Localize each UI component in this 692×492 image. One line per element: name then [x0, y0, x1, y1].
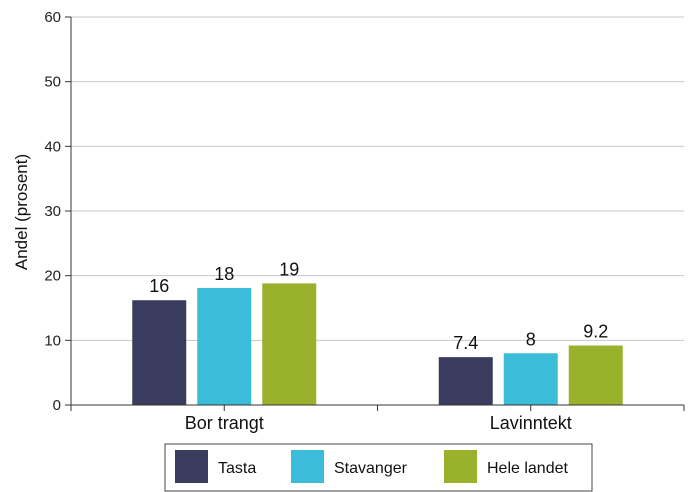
gridlines	[71, 16, 684, 341]
data-label: 9.2	[583, 322, 608, 342]
legend-label: Tasta	[218, 460, 256, 477]
bar-bor-trangt-hele-landet	[262, 283, 317, 405]
bar-lavinntekt-hele-landet	[568, 345, 623, 405]
x-tick-label: Bor trangt	[185, 413, 264, 433]
x-axis: Bor trangt Lavinntekt	[70, 404, 685, 433]
y-tick-label: 10	[44, 332, 61, 349]
y-tick-label: 0	[53, 397, 61, 414]
legend: Tasta Stavanger Hele landet	[164, 443, 593, 492]
y-tick-label: 40	[44, 138, 61, 155]
bar-bor-trangt-stavanger	[197, 287, 252, 405]
legend-label: Hele landet	[487, 460, 569, 477]
legend-swatch	[291, 450, 324, 483]
y-tick-label: 20	[44, 268, 61, 285]
y-tick-label: 60	[44, 9, 61, 26]
y-tick-label: 30	[44, 203, 61, 220]
bar-lavinntekt-stavanger	[503, 353, 558, 405]
y-tick-label: 50	[44, 74, 61, 91]
legend-box	[164, 443, 593, 492]
data-label: 18	[214, 264, 234, 284]
bar-lavinntekt-tasta	[438, 357, 493, 405]
legend-swatch	[444, 450, 477, 483]
data-label: 19	[279, 259, 299, 279]
legend-swatch	[175, 450, 208, 483]
x-tick-label: Lavinntekt	[490, 413, 572, 433]
legend-label: Stavanger	[334, 460, 408, 477]
data-label: 16	[149, 276, 169, 296]
bar-bor-trangt-tasta	[132, 300, 187, 405]
y-axis-title: Andel (prosent)	[12, 154, 31, 270]
data-label: 7.4	[453, 333, 478, 353]
y-axis: 0 10 20 30 40 50 60	[44, 9, 72, 414]
bars: 16 18 19 7.4 8 9.2	[132, 259, 623, 405]
data-label: 8	[526, 329, 536, 349]
